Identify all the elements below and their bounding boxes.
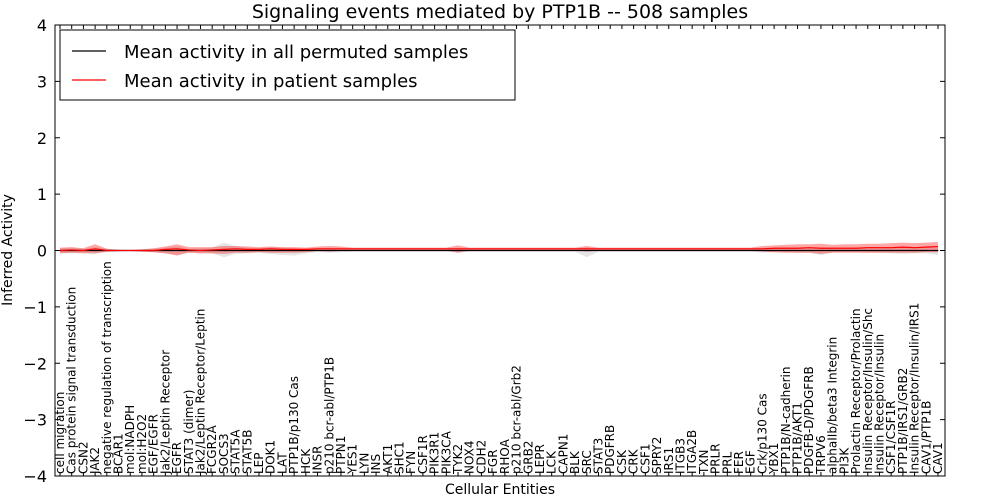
x-tick-label: PTP1B/IRS1/GRB2 [896, 368, 910, 474]
x-tick-label: PTP1B/AKT1 [791, 402, 805, 474]
x-tick-label: STAT3 (dimer) [182, 390, 196, 474]
y-tick-label: 1 [37, 185, 47, 204]
x-tick-label: PTPN1 [334, 436, 348, 474]
y-tick-label: 4 [37, 16, 47, 35]
x-tick-label: HCK [299, 448, 313, 474]
x-tick-label: p210 bcr-abl/PTP1B [322, 357, 336, 474]
x-tick-label: EGF [744, 450, 758, 474]
x-tick-label: ITGA2B [685, 430, 699, 474]
x-tick-label: BLK [568, 450, 582, 474]
legend: Mean activity in all permuted samples Me… [59, 29, 516, 101]
x-tick-label: TXN [697, 449, 711, 475]
x-tick-label: FCGR2A [205, 424, 219, 474]
x-tick-label: LCK [545, 450, 559, 474]
series-lines [55, 245, 945, 252]
x-tick-label: AKT1 [381, 444, 395, 474]
x-tick-label: p210 bcr-abl/Grb2 [510, 365, 524, 474]
x-tick-label: YBX1 [767, 443, 781, 475]
x-tick-label: FYN [404, 451, 418, 474]
y-tick-label: 2 [37, 129, 47, 148]
y-tick-label: −4 [23, 467, 47, 486]
x-tick-label: cell migration [53, 392, 67, 474]
x-tick-label: mol:H2O2 [135, 414, 149, 474]
x-tick-label: negative regulation of transcription [100, 261, 114, 474]
legend-box [59, 29, 516, 101]
x-tick-label: Jak2/Leptin Receptor/Leptin [193, 309, 207, 475]
x-tick-label: CSF1 [638, 443, 652, 474]
x-tick-label: STAT5A [229, 429, 243, 474]
x-tick-label: INS [369, 454, 383, 474]
x-tick-label: PTP1B/N-cadherin [779, 367, 793, 474]
plot-frame [54, 24, 946, 477]
legend-label-patient: Mean activity in patient samples [124, 71, 418, 92]
x-tick-label: PDGFRB [603, 425, 617, 474]
x-tick-label: TRPV6 [814, 435, 828, 475]
x-tick-label: IRS1 [662, 447, 676, 474]
x-tick-label: EGFR [170, 442, 184, 474]
x-tick-label: BCAR1 [112, 433, 126, 474]
x-tick-label: PTP1B/p130 Cas [287, 376, 301, 474]
x-tick-label: RHOA [498, 438, 512, 474]
x-tick-label: Insulin Receptor/Insulin [872, 334, 886, 474]
line-mean-activity-in-patient-samples [59, 245, 939, 252]
x-tick-label: STAT5B [240, 430, 254, 475]
x-tick-label: PI3K [837, 447, 851, 474]
x-tick-label: TYK2 [451, 444, 465, 475]
x-tick-label: EGF/EGFR [147, 414, 161, 474]
x-tick-label: PDGFB-D/PDGFRB [802, 366, 816, 474]
x-tick-label: PRL [720, 451, 734, 474]
x-tick-label: LEPR [533, 444, 547, 474]
x-axis-label: Cellular Entities [445, 482, 555, 498]
x-tick-label: alphaIIb/beta3 Integrin [826, 337, 840, 474]
x-tick-label: CAPN1 [556, 434, 570, 474]
y-axis-label: Inferred Activity [0, 194, 16, 306]
x-tick-label: Prolactin Receptor/Prolactin [849, 308, 863, 474]
x-tick-label: LYN [357, 453, 371, 474]
x-tick-label: mol:NADPH [123, 405, 137, 474]
x-tick-label: CSF1/CSF1R [884, 401, 898, 474]
x-tick-label: INSR [311, 446, 325, 474]
x-tick-label: CSN2 [76, 441, 90, 474]
x-tick-label: STAT3 [592, 438, 606, 474]
y-axis-ticks: −4 −3 −2 −1 0 1 2 3 4 [23, 16, 945, 486]
x-tick-label: PRLR [709, 443, 723, 474]
x-tick-label: CDH2 [474, 440, 488, 474]
x-tick-label: Insulin Receptor/Insulin/Shc [861, 308, 875, 474]
x-tick-label: Jak2/Leptin Receptor [158, 350, 172, 475]
x-tick-label: JAK2 [88, 447, 102, 475]
x-tick-label: CSK [615, 449, 629, 474]
legend-label-permuted: Mean activity in all permuted samples [124, 42, 468, 63]
x-tick-label: SHC1 [392, 441, 406, 474]
x-tick-label: GRB2 [521, 440, 535, 474]
chart-title: Signaling events mediated by PTP1B -- 50… [252, 1, 748, 23]
x-tick-label: CAV1/PTP1B [919, 401, 933, 474]
x-tick-label: CSF1R [416, 435, 430, 474]
x-tick-label: Crk/p130 Cas [755, 393, 769, 474]
x-tick-label: CAV1 [931, 442, 945, 474]
x-tick-label: SPRY2 [650, 437, 664, 474]
x-tick-label: ITGB3 [673, 438, 687, 474]
y-tick-label: 0 [37, 242, 47, 261]
x-tick-label: CRK [627, 448, 641, 474]
x-tick-label: Insulin Receptor/Insulin/IRS1 [908, 303, 922, 474]
y-tick-label: −1 [23, 298, 47, 317]
x-tick-label: PIK3CA [439, 430, 453, 474]
x-tick-label: SRC [580, 450, 594, 474]
x-tick-label: PIK3R1 [428, 432, 442, 474]
x-tick-label: YES1 [346, 444, 360, 475]
x-tick-label: NOX4 [463, 440, 477, 474]
x-tick-label: LEP [252, 452, 266, 474]
x-tick-label: FGR [486, 449, 500, 474]
x-tick-label: FER [732, 451, 746, 474]
x-tick-label: Cas protein signal transduction [65, 287, 79, 474]
x-tick-label: LAT [275, 452, 289, 474]
x-tick-label: DOK1 [264, 440, 278, 474]
x-tick-label: SOCS3 [217, 433, 231, 474]
y-tick-label: −3 [23, 411, 47, 430]
y-tick-label: 3 [37, 72, 47, 91]
y-tick-label: −2 [23, 354, 47, 373]
